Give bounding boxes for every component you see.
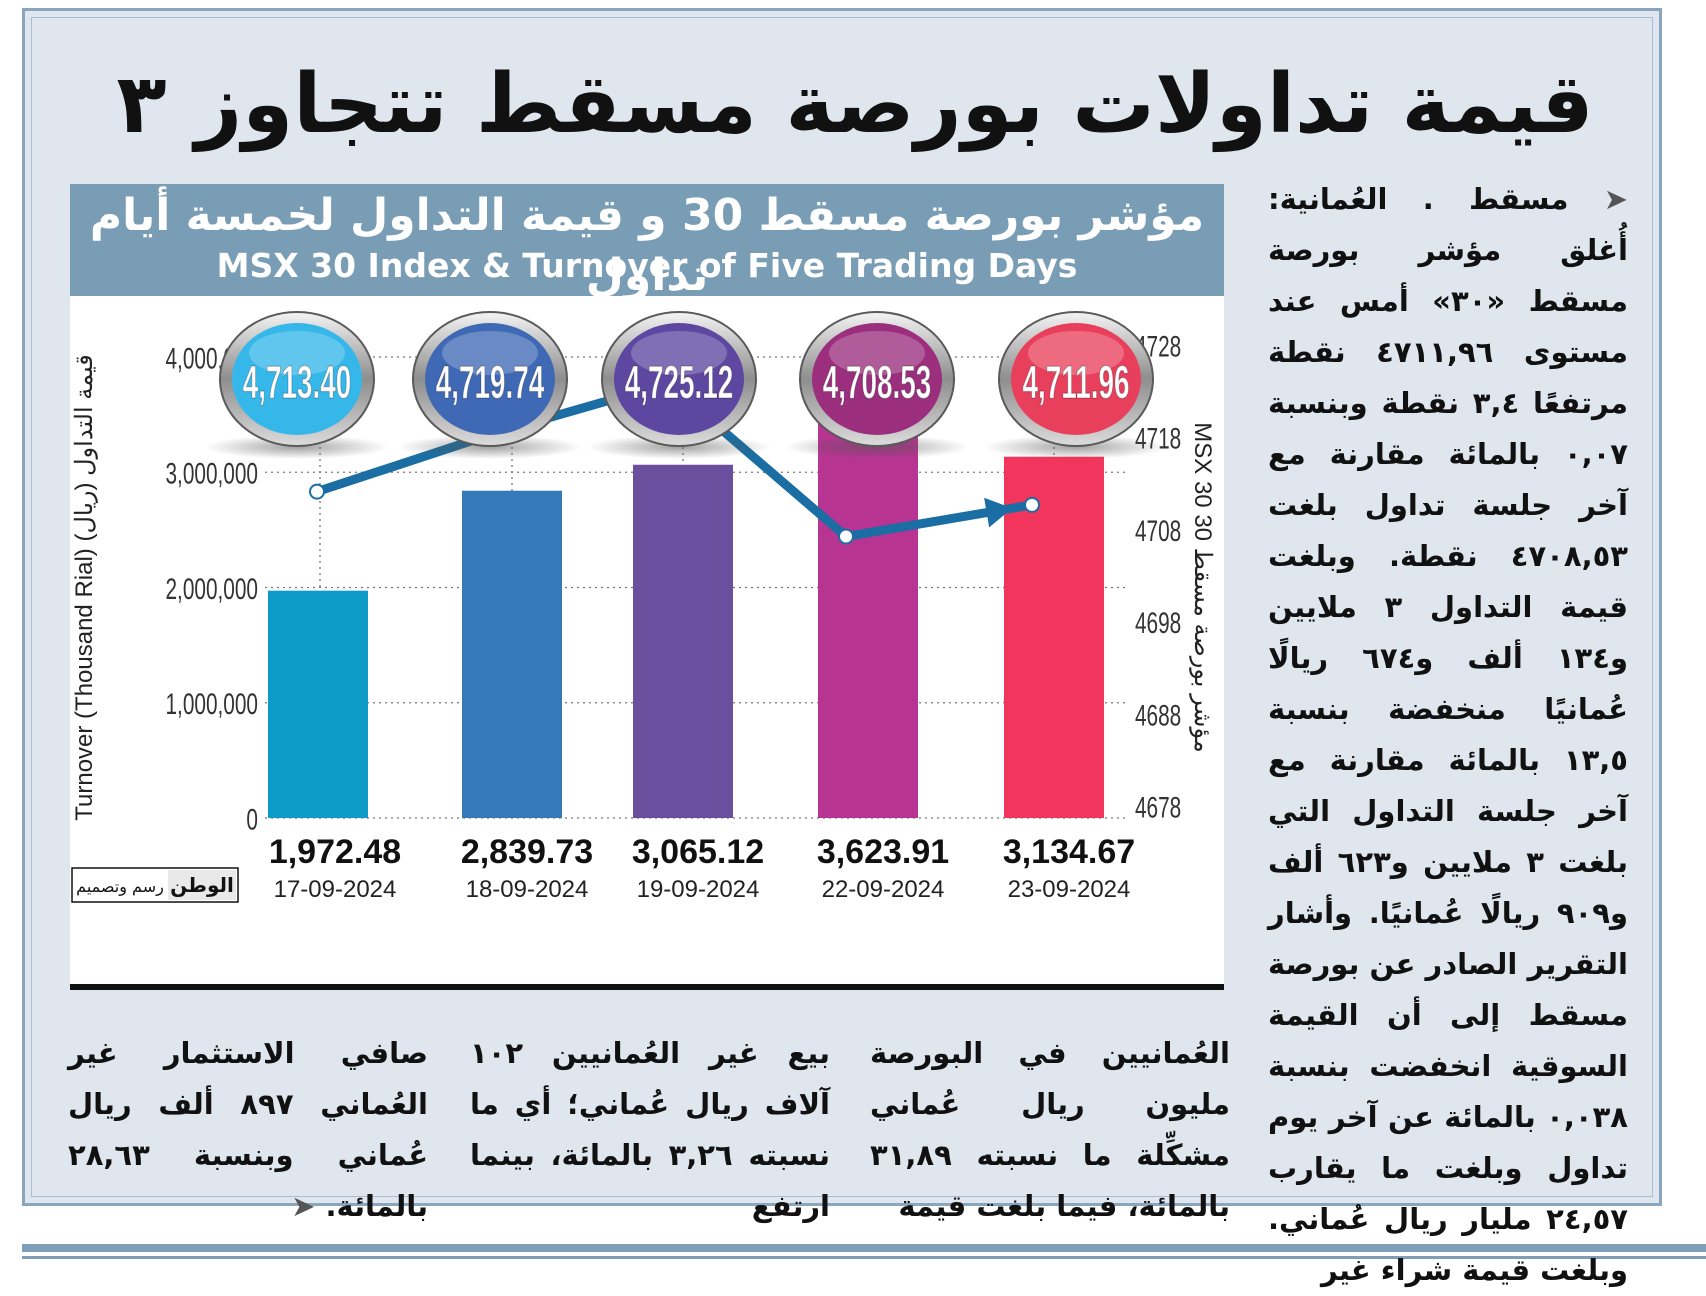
bottom-rule-thin (22, 1256, 1706, 1259)
badge-value-label: 4,725.12 (625, 358, 734, 409)
badge-highlight (249, 331, 345, 375)
y-tick-label-right: 4688 (1135, 700, 1181, 733)
frame-inner-border (31, 17, 1653, 1197)
bar (462, 490, 562, 818)
badge-disc (614, 323, 744, 435)
article-text-bottom-3: صافي الاستثمار غير العُماني ٨٩٧ ألف ريال… (68, 1036, 428, 1223)
y-tick-label-right: 4708 (1135, 515, 1181, 548)
y-tick-label-right: 4698 (1135, 608, 1181, 641)
x-tick-label: 23-09-2024 (1008, 876, 1131, 903)
credit-text: رسم وتصميم (76, 877, 164, 897)
credit-brand: الوطن (170, 873, 234, 897)
chart-header: مؤشر بورصة مسقط 30 و قيمة التداول لخمسة … (70, 184, 1224, 301)
bottom-rule (22, 1244, 1706, 1252)
y-tick-label-right: 4678 (1135, 792, 1181, 825)
credit-brand-bg (168, 870, 236, 900)
chart-base-rule (70, 984, 1224, 990)
article-column-bottom-2: بيع غير العُمانيين ١٠٢ آلاف ريال عُماني؛… (470, 1036, 830, 1223)
bar-value-label: 1,972.48 (269, 833, 401, 871)
x-tick-label: 17-09-2024 (274, 876, 397, 903)
index-line-arrowhead (984, 497, 1013, 528)
bar-value-label: 3,065.12 (632, 833, 764, 871)
bar-value-label: 2,839.73 (461, 833, 593, 871)
chart-panel: مؤشر بورصة مسقط 30 و قيمة التداول لخمسة … (70, 184, 1224, 990)
badge-value-label: 4,708.53 (823, 358, 932, 409)
y-axis-title-right: MSX 30 مؤشر بورصة مسقط 30 (1189, 422, 1216, 752)
y-tick-label-left: 1,000,000 (165, 689, 258, 722)
y-tick-label-left: 0 (246, 804, 258, 837)
article-column-bottom-1: العُمانيين في البورصة مليون ريال عُماني … (870, 1036, 1230, 1223)
y-tick-label-left: 3,000,000 (165, 458, 258, 491)
x-tick-label: 22-09-2024 (822, 876, 945, 903)
x-tick-label: 19-09-2024 (637, 876, 760, 903)
chart-title: مؤشر بورصة مسقط 30 و قيمة التداول لخمسة … (89, 190, 1205, 301)
bar-value-label: 3,623.91 (817, 833, 949, 871)
badge-value-label: 4,713.40 (243, 358, 352, 409)
chart-subtitle: MSX 30 Index & Turnover of Five Trading … (216, 246, 1078, 285)
bar-value-label: 3,134.67 (1003, 833, 1135, 871)
badge-disc (1011, 323, 1141, 435)
y-axis-title-left: Turnover (Thousand Rial) قيمة التداول (ر… (71, 354, 98, 821)
bar (1004, 456, 1104, 818)
paper-plane-bird-icon-end: ➤ (291, 1189, 316, 1223)
bar (818, 400, 918, 818)
article-text-right: مسقط . العُمانية: أُغلق مؤشر بورصة مسقط … (1268, 182, 1628, 1287)
badge-highlight (1028, 331, 1124, 375)
y-tick-label-left: 2,000,000 (165, 573, 258, 606)
article-column-right: ➤ مسقط . العُمانية: أُغلق مؤشر بورصة مسق… (1268, 174, 1628, 1296)
headline: قيمة تداولات بورصة مسقط تتجاوز ٣ ملايين … (116, 57, 1594, 282)
badge-value-label: 4,711.96 (1023, 358, 1130, 409)
bar (268, 590, 368, 818)
index-point (838, 528, 854, 545)
badge-highlight (829, 331, 925, 375)
paper-plane-bird-icon: ➤ (1603, 182, 1628, 216)
index-point (309, 483, 325, 500)
bar (633, 464, 733, 818)
article-column-bottom-3: صافي الاستثمار غير العُماني ٨٩٧ ألف ريال… (68, 1028, 428, 1232)
badge-highlight (442, 331, 538, 375)
index-point (1024, 496, 1040, 513)
badge-disc (232, 323, 362, 435)
badge-disc (425, 323, 555, 435)
badge-disc (812, 323, 942, 435)
x-tick-label: 18-09-2024 (466, 876, 589, 903)
badge-highlight (631, 331, 727, 375)
badge-value-label: 4,719.74 (436, 358, 545, 409)
chart-svg: 01,000,0002,000,0003,000,0004,000,000467… (71, 311, 1216, 903)
